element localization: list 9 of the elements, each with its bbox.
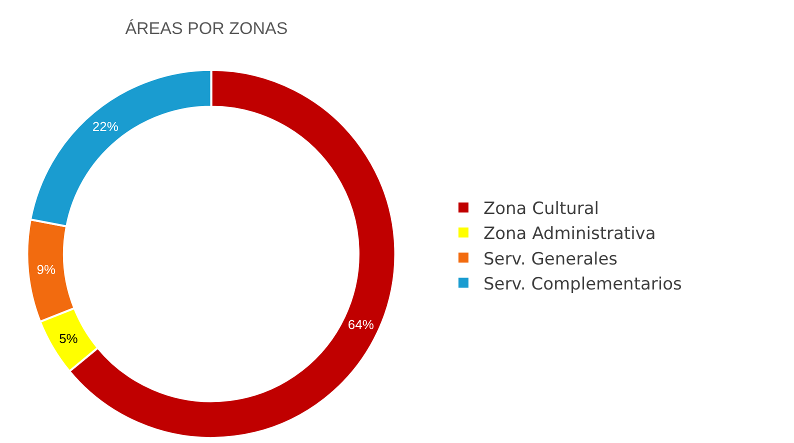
data-label: 22% (92, 118, 119, 134)
legend-label: Serv. Complementarios (483, 274, 682, 294)
legend-label: Zona Cultural (483, 199, 600, 220)
chart-title: ÁREAS POR ZONAS (125, 19, 288, 38)
data-label: 9% (36, 262, 56, 278)
data-label: 5% (59, 330, 78, 346)
legend-label: Serv. Generales (483, 249, 618, 270)
data-label: 64% (348, 316, 374, 332)
legend-label: Zona Administrativa (483, 224, 656, 244)
